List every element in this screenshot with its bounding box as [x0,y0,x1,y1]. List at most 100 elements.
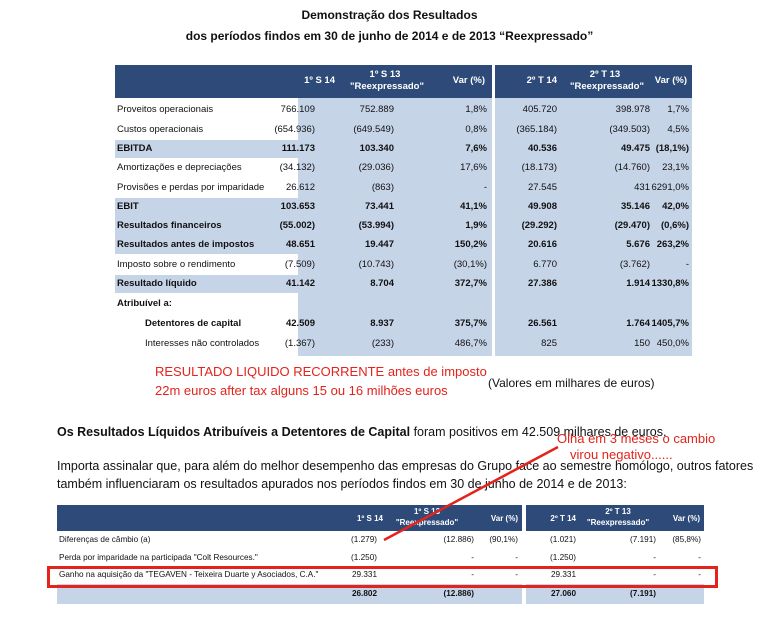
cell-value: (85,8%) [672,535,701,544]
cell-value: 405.720 [522,104,557,115]
cell-value: (53.994) [358,220,394,231]
col-header: Var (%) [672,514,700,523]
row-shade [495,140,692,158]
table-row: Resultados financeiros (55.002) (53.994) 1,… [0,217,779,235]
cell-value: (649.549) [353,124,394,135]
table-row: Interesses não controlados (1.367) (233) 48… [0,335,779,353]
col-header: Var (%) [490,514,518,523]
cell-value: 398.978 [615,104,650,115]
cell-value: (1.021) [550,535,576,544]
table-row: Resultados antes de impostos 48.651 19.447… [0,236,779,254]
row-label: Resultado líquido [117,278,197,289]
col-header: 2º T 13 [605,507,631,516]
col-header: 1º S 13 [369,69,401,80]
table-row: Atribuível a: [0,295,779,313]
col-header: "Reexpressado" [350,81,424,92]
col-header: 2º T 14 [550,514,576,523]
cell-value: 431 [634,182,650,193]
cell-value: 17,6% [460,162,487,173]
col-header: Var (%) [654,75,687,86]
cell-value: 6291,0% [651,182,689,193]
cell-value: 27.545 [527,182,557,193]
row-label: Interesses não controlados [145,338,260,349]
cell-value: 0,8% [465,124,487,135]
cell-value: (365.184) [516,124,557,135]
table-row: Detentores de capital 42.509 8.937 375,7% 26… [0,315,779,333]
cell-value: 150,2% [454,239,487,250]
table-row: Custos operacionais (654.936) (649.549) 0,8… [0,121,779,139]
cell-value: - [698,570,701,579]
row-shade [115,198,492,254]
cell-value: 263,2% [656,239,689,250]
cell-value: 752.889 [359,104,394,115]
row-label: Ganho na aquisição da "TEGAVEN - Teixeir… [59,570,319,579]
col-header: 1º S 14 [304,75,335,86]
row-label: Proveitos operacionais [117,104,214,115]
col-header: "Reexpressado" [586,518,650,527]
paragraph-net-result: Os Resultados Líquidos Atribuíveis a Det… [57,425,666,439]
cell-value: (90,1%) [489,535,518,544]
cell-value: (29.470) [614,220,650,231]
cell-value: 26.802 [351,589,377,598]
cell-value: 5.676 [626,239,650,250]
cell-value: (18,1%) [655,143,689,154]
cell-value: 372,7% [454,278,487,289]
cell-value: (349.503) [609,124,650,135]
cell-value: - [471,570,474,579]
cell-value: (863) [371,182,394,193]
table-row: EBITDA 111.173 103.340 7,6% 40.536 49.475 (18,… [0,140,779,158]
annotation-exchange-rate: Olha em 3 meses o cambio [557,431,716,446]
report-title: Demonstração dos Resultados [301,8,478,22]
cell-value: 1330,8% [651,278,689,289]
table-row: Resultado líquido 41.142 8.704 372,7% 27.386… [0,275,779,293]
cell-value: - [471,553,474,562]
table-header-right: 2º T 14 2º T 13 "Reexpressado" Var (%) [495,65,692,98]
cell-value: (1.250) [351,553,377,562]
row-label: Perda por imparidade na participada "Col… [59,553,258,562]
cell-value: 40.536 [527,143,557,154]
cell-value: 766.109 [280,104,315,115]
table2-header-right: 2º T 14 2º T 13 "Reexpressado" Var (%) [526,505,704,531]
cell-value: 35.146 [620,201,650,212]
cell-value: - [515,570,518,579]
cell-value: 73.441 [364,201,394,212]
cell-value: 27.386 [527,278,557,289]
cell-value: 1,7% [667,104,689,115]
row-label: Diferenças de câmbio (a) [59,535,151,544]
cell-value: - [653,570,656,579]
cell-value: (12.886) [443,535,475,544]
row-shade [115,140,492,158]
paragraph-rest: foram positivos em 42.509 milhares de eu… [410,425,667,439]
row-label: Imposto sobre o rendimento [117,259,236,270]
cell-value: 8.937 [370,318,394,329]
cell-value: (55.002) [279,220,315,231]
cell-value: 41.142 [285,278,315,289]
col-header: 2º T 14 [526,75,557,86]
cell-value: 49.908 [527,201,557,212]
table-row: Diferenças de câmbio (a) (1.279) (12.886) (… [0,532,779,548]
cell-value: (1.279) [351,535,377,544]
col-header: 1º S 13 [413,507,441,516]
row-shade [495,275,692,293]
cell-value: 1,8% [465,104,487,115]
cell-value: 1.764 [626,318,650,329]
cell-value: (654.936) [274,124,315,135]
row-label: Atribuível a: [117,298,172,309]
annotation-recurrent-result: RESULTADO LIQUIDO RECORRENTE antes de im… [155,364,487,379]
row-shade [495,198,692,254]
cell-value: 103.340 [359,143,394,154]
cell-value: - [698,553,701,562]
cell-value: - [653,553,656,562]
cell-value: - [483,182,487,193]
cell-value: (18.173) [521,162,557,173]
row-label: Resultados financeiros [117,220,222,231]
cell-value: 1.914 [626,278,650,289]
row-label: Amortizações e depreciações [117,162,242,173]
units-note: (Valores em milhares de euros) [488,376,655,390]
table2-header-left: 1º S 14 1º S 13 "Reexpressado" Var (%) [57,505,522,531]
cell-value: 825 [541,338,557,349]
cell-value: (7.191) [630,535,656,544]
table-row: EBIT 103.653 73.441 41,1% 49.908 35.146 42,0% [0,198,779,216]
table-header-left: 1º S 14 1º S 13 "Reexpressado" Var (%) [115,65,492,98]
